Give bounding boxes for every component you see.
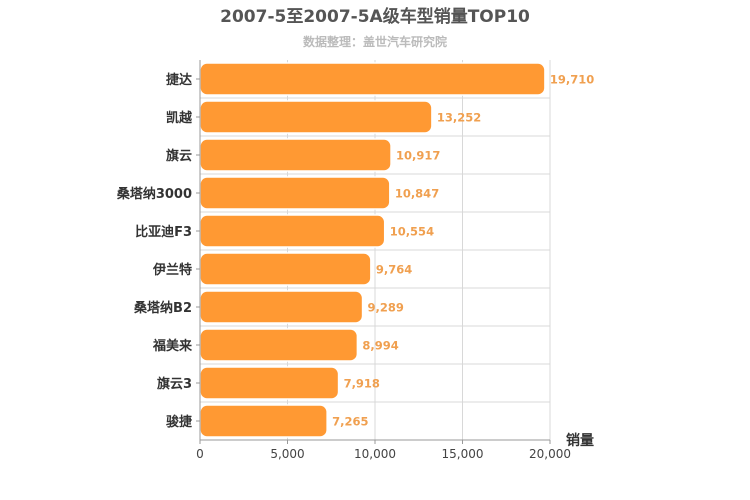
x-tick-label: 10,000 <box>354 447 396 461</box>
data-label: 7,918 <box>344 377 380 391</box>
category-label: 福美来 <box>152 338 193 354</box>
bar[interactable] <box>199 176 391 210</box>
category-label: 旗云 <box>166 148 192 164</box>
data-label: 19,710 <box>550 73 594 87</box>
category-label: 捷达 <box>166 72 192 88</box>
x-axis-title: 销量 <box>566 432 594 449</box>
category-label: 比亚迪F3 <box>135 224 192 240</box>
bar[interactable] <box>199 290 364 324</box>
data-label: 10,554 <box>390 225 434 239</box>
data-label: 10,917 <box>396 149 440 163</box>
x-tick-label: 0 <box>196 447 204 461</box>
category-label: 凯越 <box>166 110 193 126</box>
category-label: 桑塔纳B2 <box>133 300 192 316</box>
data-label: 7,265 <box>332 415 368 429</box>
bars-layer <box>199 62 546 438</box>
axis-layer <box>196 60 551 444</box>
bar[interactable] <box>199 214 386 248</box>
bar[interactable] <box>199 366 340 400</box>
data-label: 10,847 <box>395 187 439 201</box>
data-label: 9,289 <box>368 301 404 315</box>
chart-subtitle: 数据整理：盖世汽车研究院 <box>303 34 447 49</box>
labels-layer: 捷达 19,710 凯越 13,252 旗云 10,917 桑塔纳3000 10,847 比亚迪… <box>116 72 595 461</box>
x-tick-label: 15,000 <box>442 447 484 461</box>
x-tick-label: 20,000 <box>529 447 571 461</box>
category-label: 伊兰特 <box>152 262 192 278</box>
bar[interactable] <box>199 252 372 286</box>
category-label: 旗云3 <box>157 376 192 392</box>
bar[interactable] <box>199 328 359 362</box>
data-label: 9,764 <box>376 263 412 277</box>
data-label: 8,994 <box>362 339 398 353</box>
bar[interactable] <box>199 62 546 96</box>
category-label: 骏捷 <box>166 414 193 430</box>
category-label: 桑塔纳3000 <box>116 186 192 202</box>
x-tick-label: 5,000 <box>270 447 304 461</box>
bar[interactable] <box>199 404 328 438</box>
data-label: 13,252 <box>437 111 481 125</box>
chart-title: 2007-5至2007-5A级车型销量TOP10 <box>220 6 530 27</box>
grid-layer <box>199 60 551 440</box>
bar[interactable] <box>199 138 392 172</box>
bar[interactable] <box>199 100 433 134</box>
